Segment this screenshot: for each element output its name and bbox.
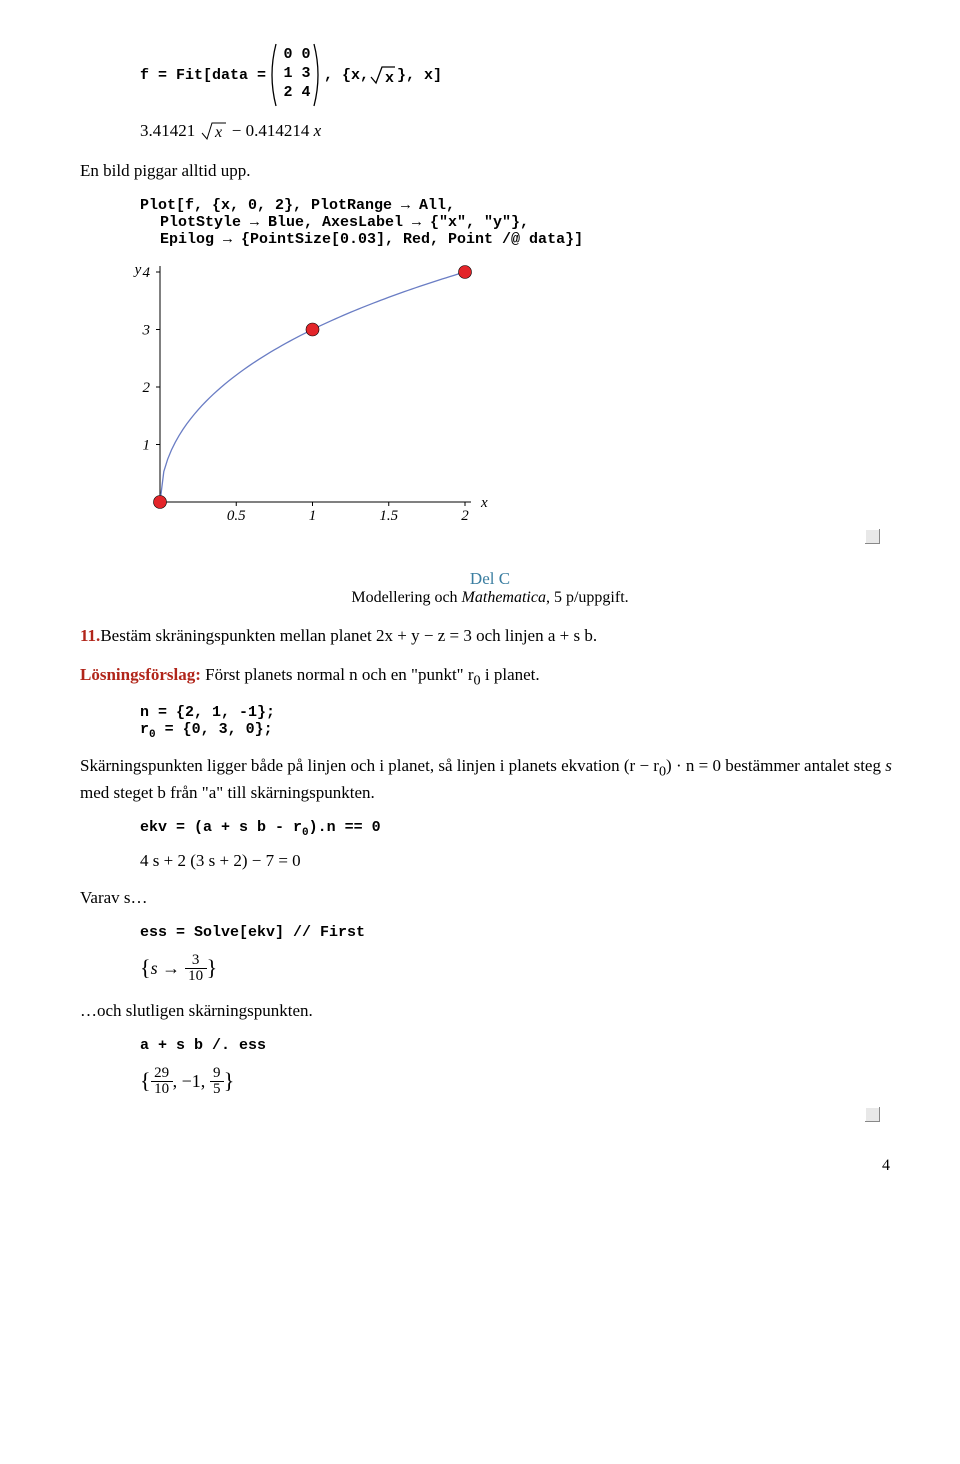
fit-mid2: }, x] — [397, 67, 442, 84]
plot-code: Plot[f, {x, 0, 2}, PlotRange → All, Plot… — [140, 197, 900, 248]
svg-text:0: 0 — [284, 46, 293, 63]
p11-body: Bestäm skräningspunkten mellan planet 2x… — [100, 625, 597, 648]
fit-chart: 0.5 1 1.5 2 1 2 3 4 x y — [120, 260, 490, 530]
plot-code-l1: Plot[f, {x, 0, 2}, PlotRange → All, — [140, 197, 900, 214]
svg-text:0.5: 0.5 — [227, 508, 246, 524]
slut: …och slutligen skärningspunkten. — [80, 1000, 900, 1023]
svg-text:2: 2 — [461, 508, 469, 524]
s-result: { s → 3 10 } — [140, 953, 900, 984]
svg-text:1: 1 — [309, 508, 317, 524]
svg-text:3: 3 — [302, 65, 311, 82]
fit-prefix: f = Fit[data = — [140, 67, 266, 84]
plot-code-l3: Epilog → {PointSize[0.03], Red, Point /@… — [160, 231, 900, 248]
body-1: En bild piggar alltid upp. — [80, 160, 900, 183]
ab-code: a + s b /. ess — [140, 1037, 900, 1054]
sqrt-x-2: x — [200, 120, 228, 142]
p11-num: 11. — [80, 625, 100, 648]
code-nr: n = {2, 1, -1}; r0 = {0, 3, 0}; — [140, 704, 900, 741]
page-number: 4 — [80, 1157, 900, 1175]
problem-11: 11. Bestäm skräningspunkten mellan plane… — [80, 625, 900, 648]
fit-result: 3.41421 x − 0.414214 x — [140, 120, 900, 142]
del-c-heading: Del C Modellering och Mathematica, 5 p/u… — [80, 569, 900, 607]
svg-text:4: 4 — [143, 265, 151, 281]
plot-code-l2: PlotStyle → Blue, AxesLabel → {"x", "y"}… — [160, 214, 900, 231]
ekv-code: ekv = (a + s b - r0).n == 0 — [140, 819, 900, 839]
solve-code: ess = Solve[ekv] // First — [140, 924, 900, 941]
code-nr-l1: n = {2, 1, -1}; — [140, 704, 900, 721]
losn-label: Lösningsförslag: — [80, 665, 201, 684]
code-nr-l2: r0 = {0, 3, 0}; — [140, 721, 900, 741]
svg-text:4: 4 — [302, 84, 311, 101]
fit-line: f = Fit[data = 001324 , {x, x }, x] — [140, 40, 900, 110]
svg-text:x: x — [480, 495, 488, 511]
varav: Varav s… — [80, 887, 900, 910]
svg-text:1: 1 — [284, 65, 293, 82]
sqrt-x-1: x — [369, 63, 397, 87]
chart-container: 0.5 1 1.5 2 1 2 3 4 x y — [120, 260, 900, 535]
svg-text:2: 2 — [284, 84, 293, 101]
svg-text:3: 3 — [142, 322, 151, 338]
losn-line: Lösningsförslag: Först planets normal n … — [80, 664, 900, 691]
del-c-sub: Modellering och Mathematica, 5 p/uppgift… — [80, 589, 900, 607]
ekv-out: 4 s + 2 (3 s + 2) − 7 = 0 — [140, 851, 900, 871]
fit-mid1: , {x, — [324, 67, 369, 84]
svg-text:y: y — [133, 262, 142, 278]
matrix-paren: 001324 — [266, 40, 324, 110]
svg-text:1: 1 — [143, 437, 151, 453]
svg-text:x: x — [214, 124, 222, 141]
del-c-title: Del C — [80, 569, 900, 589]
svg-text:2: 2 — [143, 380, 151, 396]
final-result: { 29 10 , −1 , 9 5 } — [140, 1066, 900, 1097]
svg-text:x: x — [385, 70, 394, 87]
svg-text:0: 0 — [302, 46, 311, 63]
svg-text:1.5: 1.5 — [379, 508, 398, 524]
end-marker-2 — [80, 1107, 900, 1127]
body-skarn: Skärningspunkten ligger både på linjen o… — [80, 755, 900, 804]
